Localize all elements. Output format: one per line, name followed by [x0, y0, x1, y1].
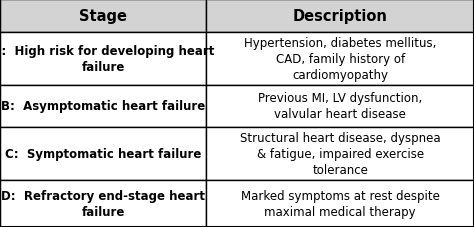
Text: B:  Asymptomatic heart failure: B: Asymptomatic heart failure — [1, 100, 205, 113]
Bar — [206, 180, 474, 227]
Bar — [0, 86, 206, 127]
Text: D:  Refractory end-stage heart
failure: D: Refractory end-stage heart failure — [1, 189, 205, 218]
Bar — [206, 33, 474, 86]
Text: Hypertension, diabetes mellitus,
CAD, family history of
cardiomyopathy: Hypertension, diabetes mellitus, CAD, fa… — [244, 37, 436, 82]
Text: Previous MI, LV dysfunction,
valvular heart disease: Previous MI, LV dysfunction, valvular he… — [258, 92, 422, 121]
Bar — [0, 127, 206, 180]
Bar — [0, 180, 206, 227]
Text: Stage: Stage — [79, 9, 127, 24]
Bar — [206, 127, 474, 180]
Text: A:  High risk for developing heart
failure: A: High risk for developing heart failur… — [0, 45, 214, 74]
Bar — [206, 0, 474, 33]
Bar — [0, 33, 206, 86]
Text: Marked symptoms at rest despite
maximal medical therapy: Marked symptoms at rest despite maximal … — [241, 189, 439, 218]
Bar — [0, 0, 206, 33]
Text: Structural heart disease, dyspnea
& fatigue, impaired exercise
tolerance: Structural heart disease, dyspnea & fati… — [240, 131, 440, 176]
Text: Description: Description — [292, 9, 388, 24]
Text: C:  Symptomatic heart failure: C: Symptomatic heart failure — [5, 147, 201, 160]
Bar — [206, 86, 474, 127]
